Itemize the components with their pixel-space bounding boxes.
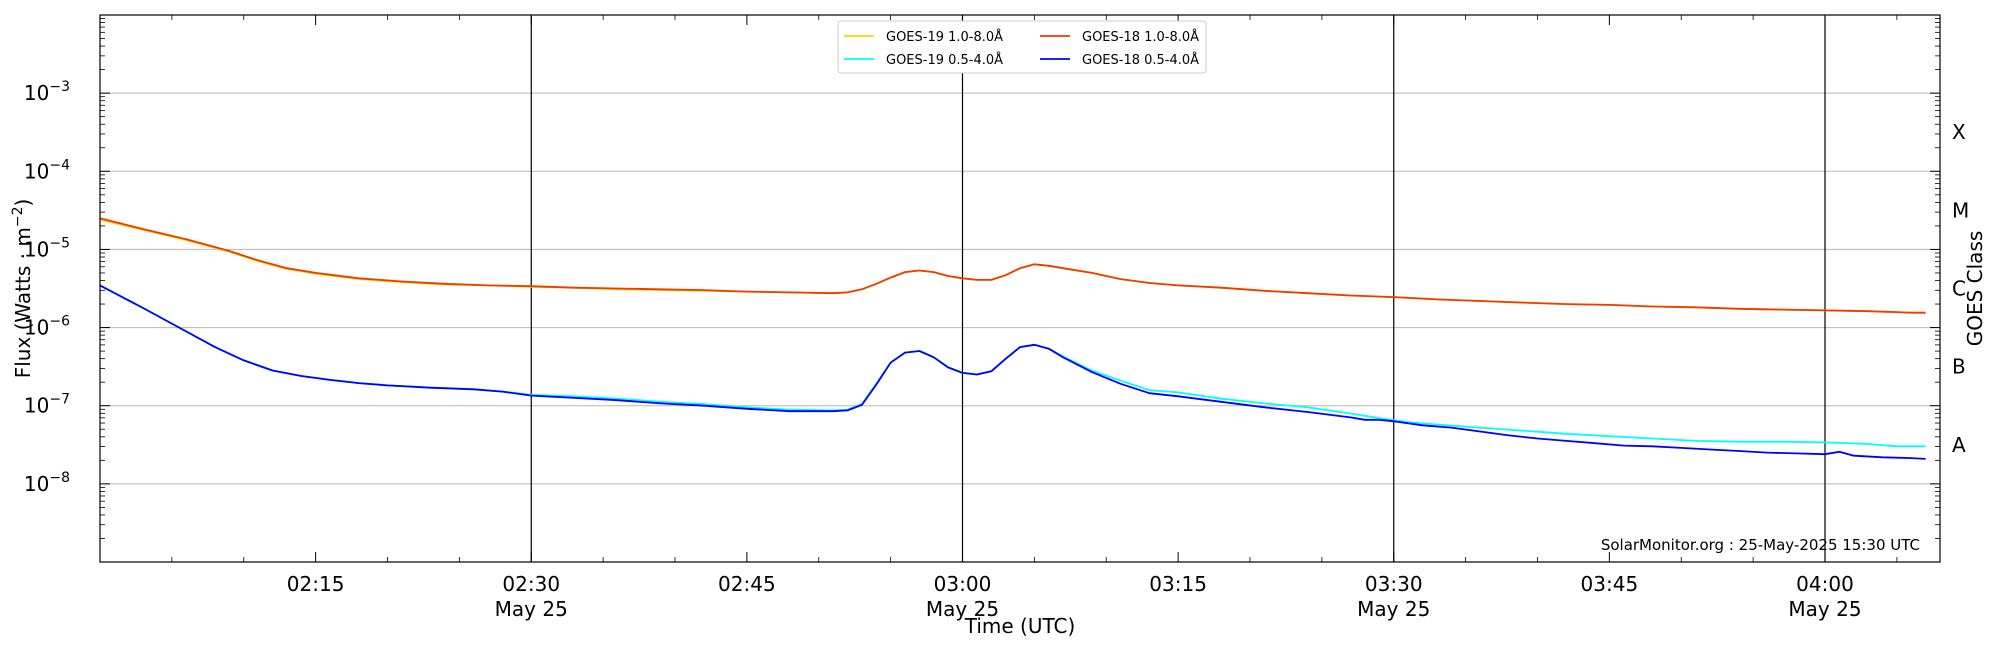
- x-tick-date-label: May 25: [1357, 597, 1430, 621]
- x-tick-time-label: 03:15: [1149, 572, 1207, 596]
- goes-class-label: M: [1952, 198, 1969, 222]
- y-tick-base: 10: [24, 316, 49, 340]
- series-line: [99, 284, 1926, 460]
- x-tick-time-label: 02:15: [287, 572, 345, 596]
- y-tick-base: 10: [24, 159, 49, 183]
- goes-class-labels: A B C M X: [1952, 120, 1969, 457]
- x-tick-time-label: 04:00: [1796, 572, 1854, 596]
- day-boundary-lines: [530, 15, 1826, 562]
- goes-class-axis-title: GOES Class: [1963, 231, 1987, 347]
- y-tick-base: 10: [24, 472, 49, 496]
- y-axis-title-close: ): [11, 199, 35, 207]
- x-tick-date-label: May 25: [926, 597, 999, 621]
- y-axis-title-main: Flux (Watts · m: [11, 227, 35, 378]
- x-tick-time-label: 03:30: [1365, 572, 1423, 596]
- y-axis-title: Flux (Watts · m−2): [10, 199, 35, 379]
- y-tick-label: 10−6: [24, 314, 70, 340]
- legend-label: GOES-19 1.0-8.0Å: [886, 29, 1003, 45]
- y-tick-labels: 10−810−710−610−510−410−3: [24, 79, 70, 496]
- goes-class-label: B: [1952, 355, 1966, 379]
- goes-class-label: C: [1952, 277, 1966, 301]
- x-tick-time-label: 03:45: [1581, 572, 1639, 596]
- legend-box: [837, 20, 1207, 74]
- x-tick-date-label: May 25: [1788, 597, 1861, 621]
- y-tick-exponent: −3: [49, 79, 70, 95]
- y-tick-label: 10−3: [24, 79, 70, 105]
- horizontal-gridlines: [100, 92, 1940, 485]
- x-tick-time-label: 02:30: [502, 572, 560, 596]
- axis-ticks: [100, 15, 1940, 562]
- y-axis-title-superscript: −2: [10, 207, 26, 228]
- goes-class-label: X: [1952, 120, 1966, 144]
- legend-label: GOES-18 1.0-8.0Å: [1082, 29, 1199, 45]
- y-tick-exponent: −4: [49, 157, 70, 173]
- y-tick-exponent: −8: [49, 470, 70, 486]
- y-tick-label: 10−8: [24, 470, 70, 496]
- y-tick-base: 10: [24, 237, 49, 261]
- series-line: [99, 217, 1926, 314]
- y-tick-label: 10−7: [24, 392, 70, 418]
- credit-text: SolarMonitor.org : 25-May-2025 15:30 UTC: [1601, 536, 1920, 554]
- goes-class-label: A: [1952, 433, 1966, 457]
- y-tick-base: 10: [24, 81, 49, 105]
- y-tick-label: 10−4: [24, 157, 70, 183]
- x-tick-time-label: 02:45: [718, 572, 776, 596]
- x-tick-date-label: May 25: [495, 597, 568, 621]
- legend-label: GOES-19 0.5-4.0Å: [886, 52, 1003, 68]
- y-tick-label: 10−5: [24, 235, 70, 261]
- y-tick-exponent: −7: [49, 392, 70, 408]
- legend: GOES-19 1.0-8.0Å GOES-19 0.5-4.0Å GOES-18 …: [837, 20, 1207, 74]
- x-tick-time-label: 03:00: [934, 572, 992, 596]
- y-tick-exponent: −5: [49, 235, 70, 251]
- series-lines: [99, 217, 1926, 460]
- y-tick-base: 10: [24, 394, 49, 418]
- y-tick-exponent: −6: [49, 314, 70, 330]
- legend-label: GOES-18 0.5-4.0Å: [1082, 52, 1199, 68]
- plot-frame: [99, 14, 1941, 563]
- x-axis-title: Time (UTC): [964, 614, 1076, 638]
